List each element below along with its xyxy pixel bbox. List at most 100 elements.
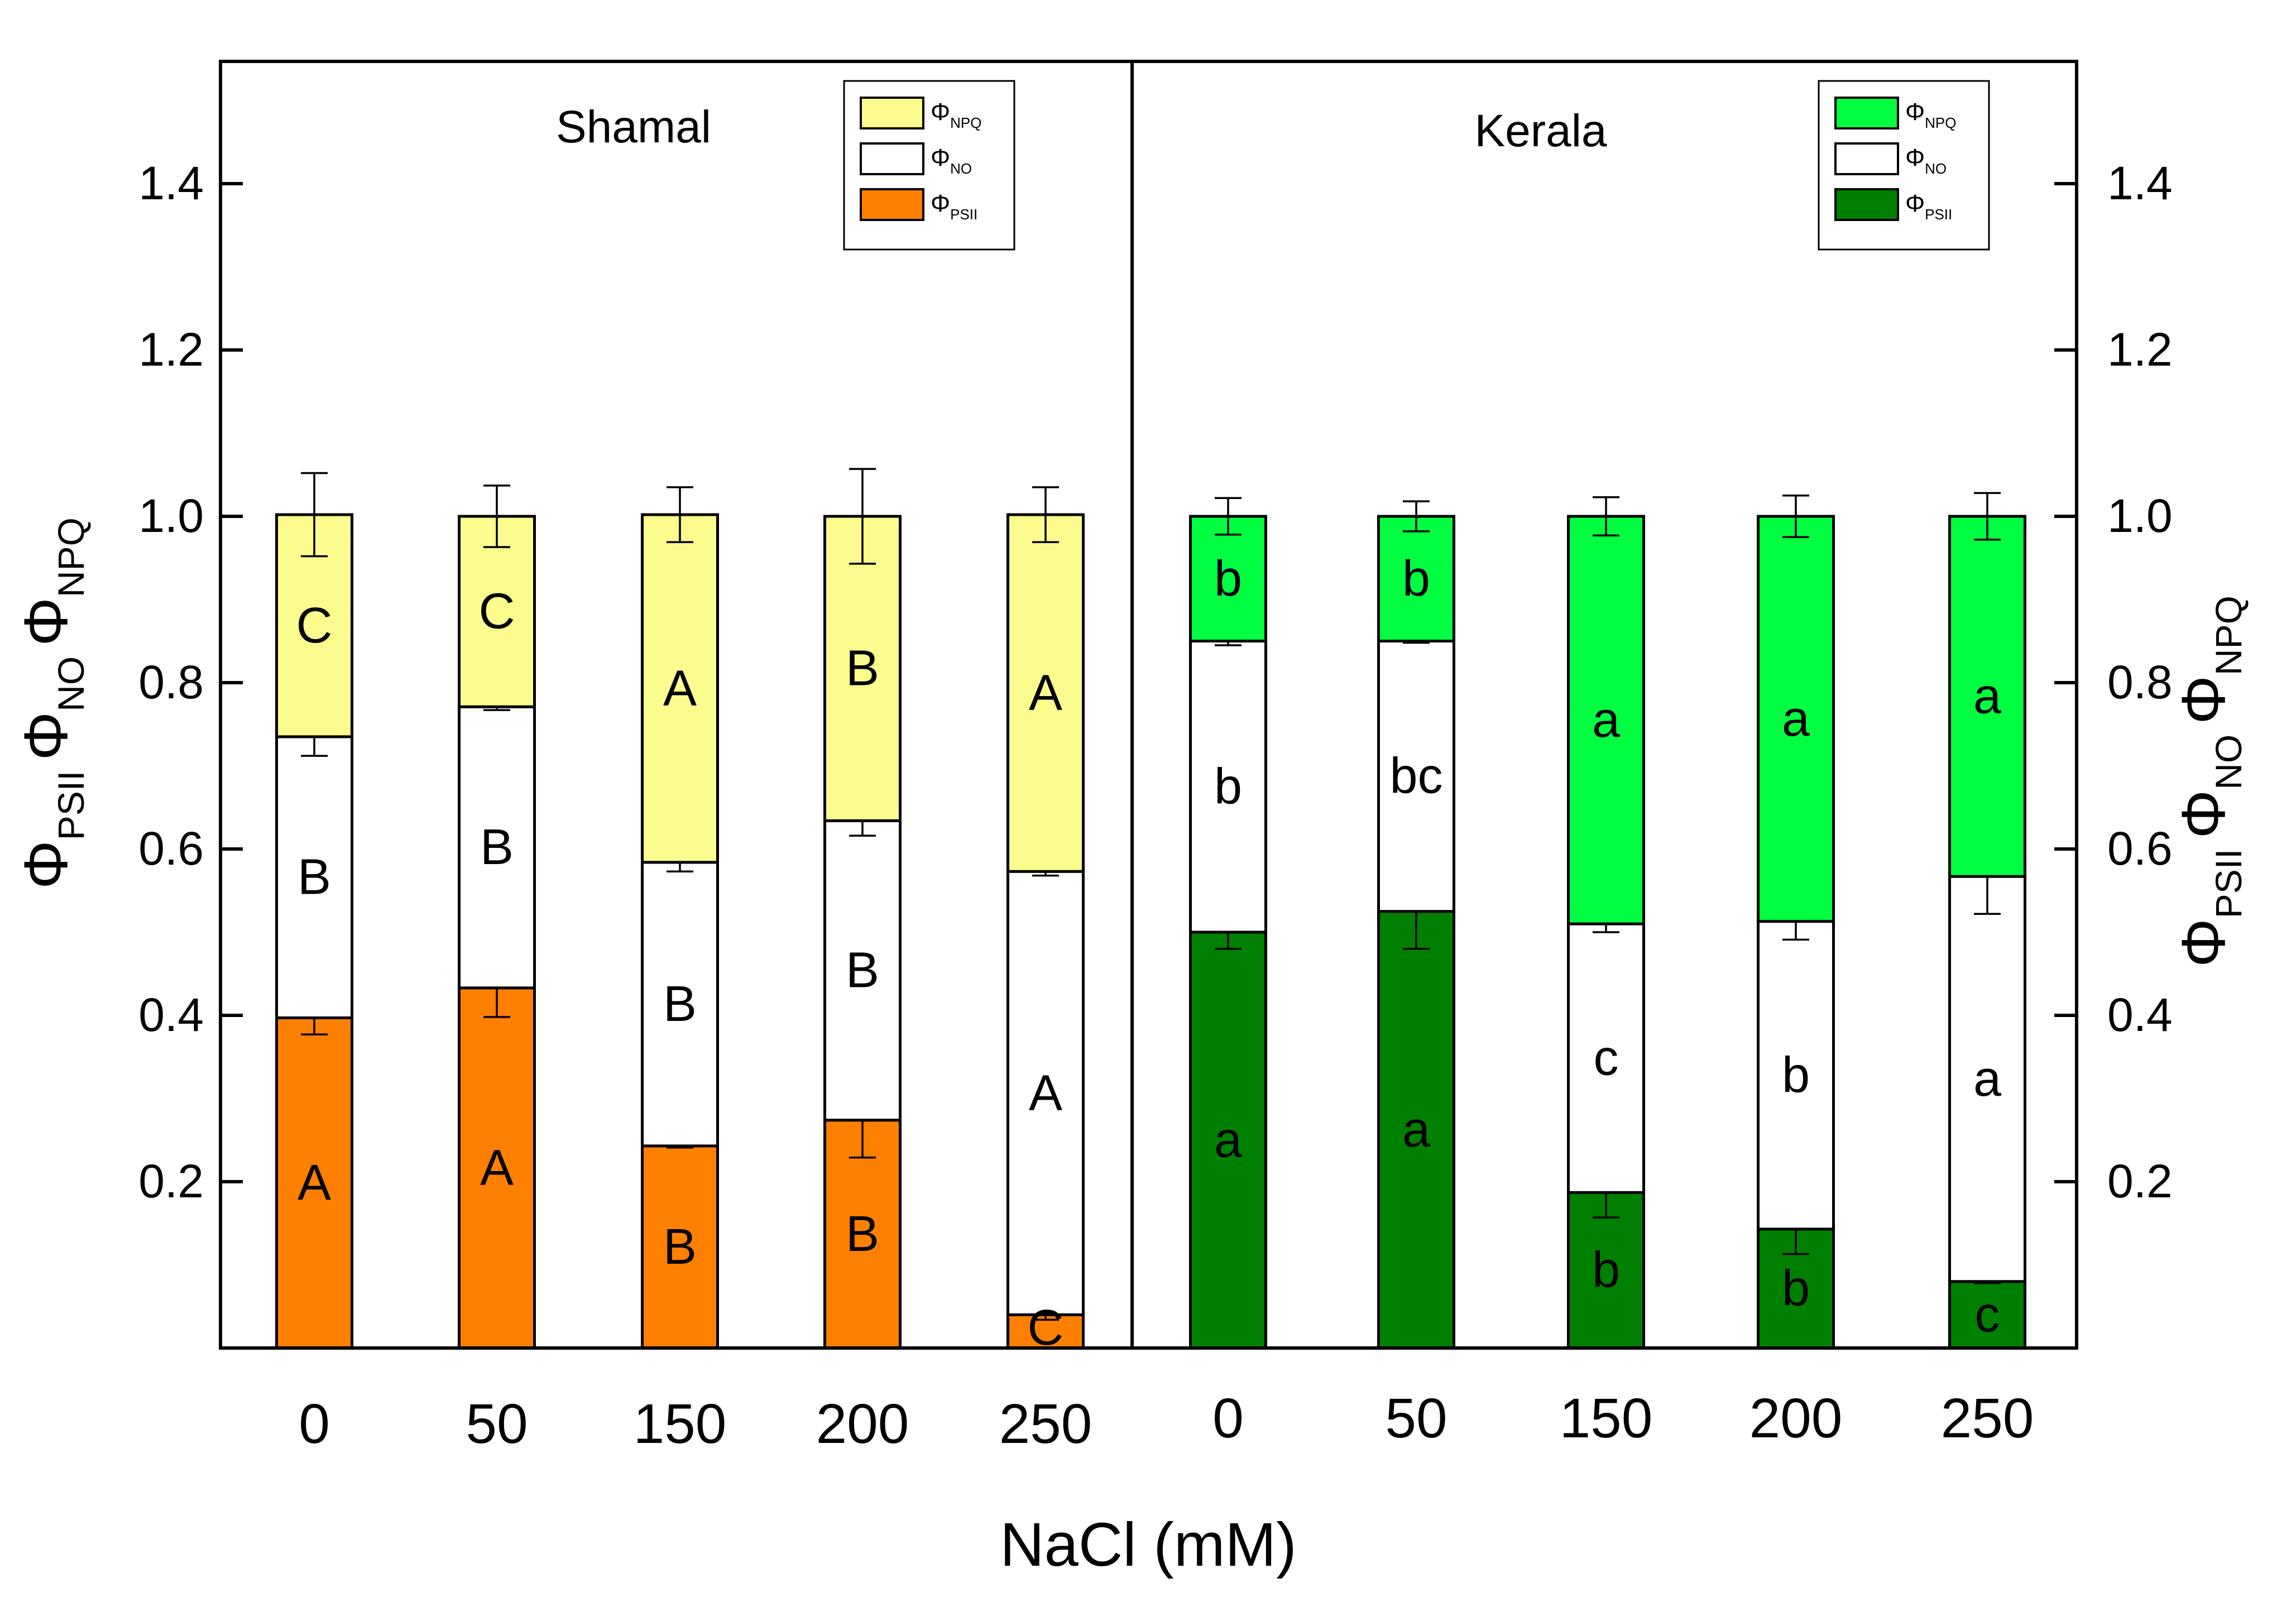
legend-subscript: PSII [1925,206,1952,223]
legend-symbol: Φ [1905,98,1925,126]
legend-swatch [1834,142,1899,175]
significance-letter: B [846,641,879,697]
y-axis-title-left: ΦPSIIΦNOΦNPQ [12,517,92,889]
significance-letter: B [846,1206,879,1262]
y-tick-label-right: 1.2 [2107,323,2173,376]
x-tick-label: 150 [1560,1387,1653,1450]
significance-letter: C [1028,1300,1064,1356]
legend-subscript: NO [1925,160,1947,177]
bar-segment [458,705,536,990]
legend-subscript: NPQ [950,114,981,131]
legend-symbol: Φ [931,190,950,217]
x-tick-label: 200 [816,1393,909,1455]
significance-letter: a [1214,1112,1243,1168]
panel-title: Kerala [1474,105,1607,156]
significance-letter: b [1782,1047,1810,1103]
bar-segment [275,1016,353,1350]
bar-segment [1006,870,1085,1316]
significance-letter: bc [1389,749,1442,804]
y-axis-subscript: PSII [50,771,92,841]
bar-segment [1377,910,1455,1350]
legend-symbol: Φ [1905,144,1925,171]
panel-title: Shamal [556,102,711,152]
y-axis-title-text: ΦPSIIΦNOΦNPQ [12,517,92,889]
legend-symbol: Φ [1905,190,1925,217]
significance-letter: a [1973,669,2002,725]
frame-layer [219,60,2078,1350]
significance-letter: B [298,850,331,905]
text-layer: ABC0ABC50BBA150BBB200CAA250abb0abcb50bca… [12,102,2249,1579]
significance-letter: C [296,598,333,654]
significance-letter: B [663,976,697,1032]
y-tick-label-left: 0.6 [138,822,204,875]
bar-segment [1948,875,2026,1283]
y-tick-label-left: 0.2 [138,1155,204,1207]
legend-subscript: PSII [950,206,977,223]
significance-letter: A [298,1155,331,1211]
bar-segment [641,513,719,864]
y-axis-symbol: Φ [2169,675,2238,725]
y-tick-label-left: 0.4 [138,989,204,1041]
y-tick-label-left: 1.4 [138,157,204,209]
bar-segment [1948,515,2026,878]
significance-letter: b [1214,551,1242,607]
significance-letter: a [1402,1102,1431,1158]
significance-letter: B [846,943,879,999]
y-axis-symbol: Φ [12,840,80,889]
legend-label: ΦNO [1905,144,1947,177]
x-tick-label: 200 [1749,1387,1843,1450]
significance-letter: b [1592,1243,1620,1298]
y-axis-symbol: Φ [2169,918,2238,967]
legend-label: ΦPSII [1905,190,1952,223]
significance-letter: A [1029,1065,1062,1121]
x-tick-label: 0 [299,1393,330,1455]
legend-label: ΦNPQ [1905,98,1956,131]
legend-symbol: Φ [931,144,950,171]
x-axis-title: NaCl (mM) [1000,1510,1297,1579]
y-tick-label-right: 0.8 [2107,656,2173,708]
bar-segment [1757,515,1835,923]
x-tick-label: 250 [999,1393,1092,1455]
y-tick-label-left: 1.2 [138,323,204,376]
y-tick-label-left: 1.0 [138,490,204,542]
bar-segment [1377,640,1455,913]
bar-segment [1189,640,1267,934]
legend-label: ΦPSII [931,190,977,223]
y-tick-label-right: 0.2 [2107,1155,2173,1207]
legend-swatch [860,188,924,221]
bar-segment [1006,513,1085,873]
y-tick-label-right: 0.6 [2107,822,2173,875]
significance-letter: A [480,1140,514,1196]
y-tick-label-right: 1.4 [2107,157,2173,209]
y-axis-subscript: PSII [2208,849,2249,919]
y-axis-symbol: Φ [12,712,80,761]
legend-swatch [860,97,924,129]
y-axis-title-text: ΦPSIIΦNOΦNPQ [2169,596,2249,967]
y-axis-title-right: ΦPSIIΦNOΦNPQ [2169,596,2249,967]
bar-segment [823,515,902,822]
significance-letter: a [1973,1051,2002,1107]
y-tick-label-right: 1.0 [2107,490,2173,542]
significance-letter: A [663,660,697,716]
y-axis-symbol: Φ [2169,790,2238,839]
plot-frame [219,60,2078,1350]
x-tick-label: 250 [1941,1387,2034,1450]
y-axis-subscript: NPQ [2208,596,2249,675]
legend-label: ΦNO [931,144,972,177]
bar-segment [1567,515,1645,925]
legend-symbol: Φ [931,98,950,126]
legend-swatch [1834,97,1899,129]
significance-letter: c [1594,1030,1619,1086]
significance-letter: b [1782,1260,1810,1316]
y-axis-subscript: NO [50,656,92,712]
legend-subscript: NPQ [1925,114,1956,131]
legend-label: ΦNPQ [931,98,981,131]
y-axis-subscript: NPQ [50,517,92,597]
bar-segment [1757,920,1835,1231]
significance-letter: c [1975,1287,2000,1342]
x-tick-label: 150 [634,1393,727,1455]
bar-segment [641,1144,719,1350]
y-axis-symbol: Φ [12,597,80,646]
x-tick-label: 50 [466,1393,528,1455]
